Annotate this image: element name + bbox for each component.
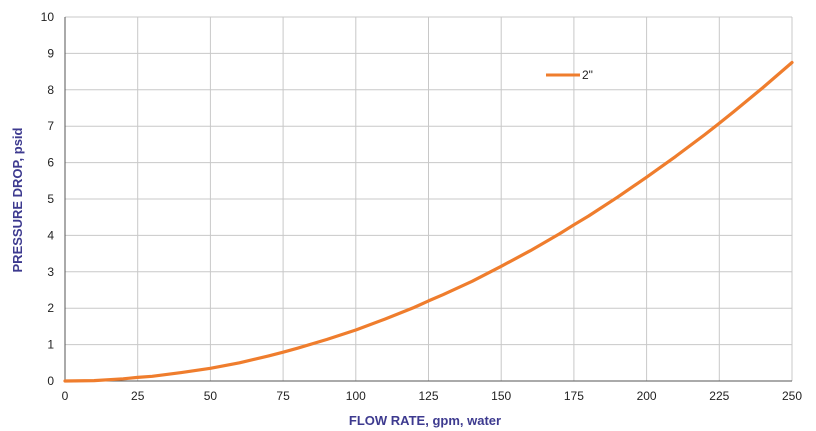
y-tick-label: 7 bbox=[47, 119, 54, 133]
y-tick-label: 6 bbox=[47, 156, 54, 170]
grid-lines bbox=[65, 16, 793, 381]
x-tick-label: 225 bbox=[709, 389, 729, 403]
x-tick-label: 250 bbox=[782, 389, 802, 403]
x-tick-labels: 0 25 50 75 100 125 150 175 200 225 250 bbox=[62, 389, 803, 403]
x-tick-label: 75 bbox=[276, 389, 290, 403]
y-tick-label: 1 bbox=[47, 338, 54, 352]
y-tick-label: 0 bbox=[47, 374, 54, 388]
y-tick-label: 4 bbox=[47, 228, 54, 242]
y-tick-label: 10 bbox=[41, 10, 55, 24]
y-tick-label: 9 bbox=[47, 46, 54, 60]
legend-label-2in: 2" bbox=[582, 68, 593, 82]
x-tick-label: 200 bbox=[637, 389, 657, 403]
x-tick-label: 50 bbox=[204, 389, 218, 403]
x-tick-label: 125 bbox=[418, 389, 438, 403]
series-lines bbox=[63, 60, 794, 383]
y-tick-label: 5 bbox=[47, 192, 54, 206]
axes bbox=[64, 17, 792, 382]
y-axis-title: PRESSURE DROP, psid bbox=[10, 127, 25, 272]
x-axis-title: FLOW RATE, gpm, water bbox=[349, 413, 501, 428]
legend: 2" bbox=[546, 68, 593, 82]
x-tick-label: 150 bbox=[491, 389, 511, 403]
x-tick-label: 0 bbox=[62, 389, 69, 403]
series-line-2in bbox=[63, 60, 794, 383]
x-tick-label: 175 bbox=[564, 389, 584, 403]
y-tick-label: 2 bbox=[47, 301, 54, 315]
y-tick-label: 8 bbox=[47, 83, 54, 97]
x-tick-label: 25 bbox=[131, 389, 145, 403]
x-tick-label: 100 bbox=[346, 389, 366, 403]
y-tick-label: 3 bbox=[47, 265, 54, 279]
y-tick-labels: 0 1 2 3 4 5 6 7 8 9 10 bbox=[41, 10, 55, 388]
